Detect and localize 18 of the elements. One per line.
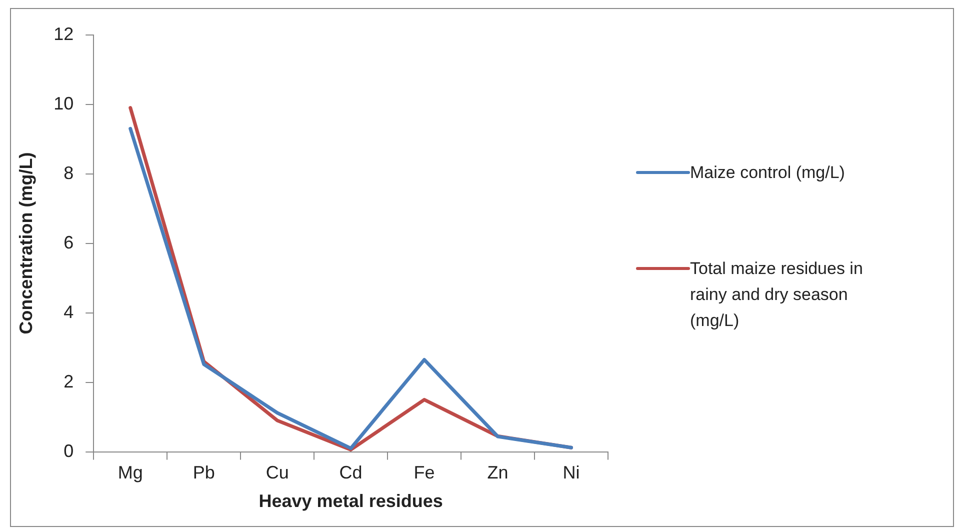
y-tick-label: 8	[64, 162, 74, 183]
y-tick-label: 2	[64, 371, 74, 392]
y-axis-title: Concentration (mg/L)	[16, 152, 36, 334]
x-tick-label: Zn	[487, 462, 508, 483]
x-tick-label: Cu	[266, 462, 289, 483]
x-tick-label: Ni	[562, 462, 580, 483]
x-axis-title: Heavy metal residues	[258, 491, 443, 512]
y-tick-label: 4	[64, 302, 74, 322]
legend-label: Maize control (mg/L)	[690, 162, 845, 184]
y-tick-label: 6	[64, 232, 74, 252]
x-tick-label: Pb	[192, 462, 215, 483]
y-tick-label: 12	[54, 24, 74, 44]
legend-label: Total maize residues in rainy and dry season (mg/L)	[690, 258, 864, 332]
x-tick-label: Fe	[414, 462, 435, 483]
x-tick-label: Cd	[339, 462, 362, 483]
y-tick-label: 0	[64, 440, 74, 461]
y-tick-label: 10	[54, 93, 74, 114]
x-tick-label: Mg	[118, 462, 143, 483]
